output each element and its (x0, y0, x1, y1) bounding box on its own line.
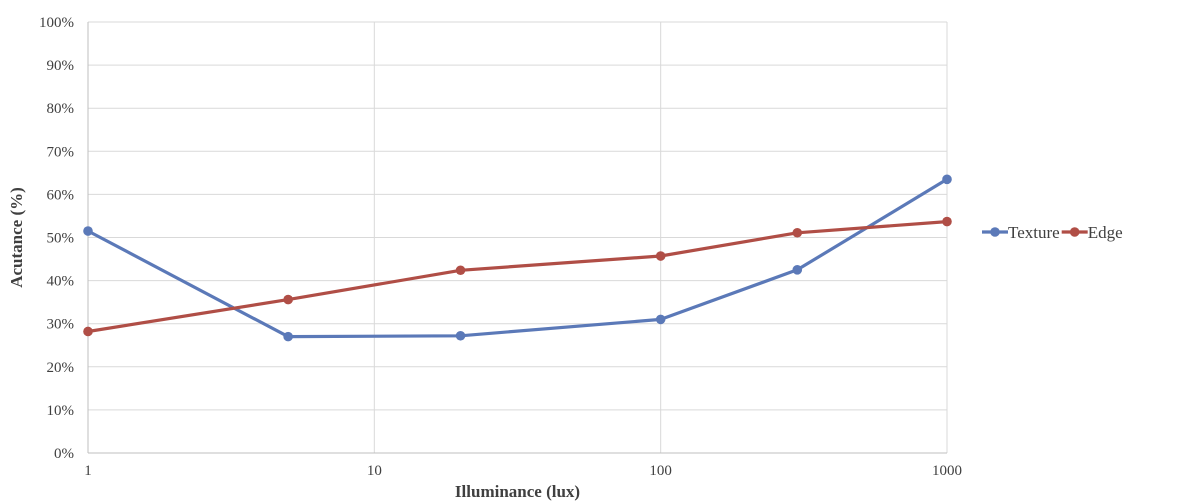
series-group (83, 174, 952, 342)
data-point (83, 326, 93, 337)
legend: Texture Edge (982, 223, 1123, 242)
data-point (455, 265, 466, 276)
y-tick-label: 100% (39, 15, 74, 31)
data-point (655, 251, 666, 261)
y-tick-label: 10% (47, 403, 75, 419)
y-tick-label: 40% (47, 274, 75, 290)
y-tick-label: 70% (47, 144, 75, 160)
y-tick-label: 60% (47, 187, 75, 203)
series-edge (83, 216, 952, 337)
data-point (283, 294, 293, 305)
x-tick-label: 100 (649, 463, 672, 479)
grid (88, 21, 948, 453)
legend-label: Texture (1008, 223, 1060, 242)
data-point (792, 227, 803, 238)
x-tick-label: 1 (84, 463, 92, 479)
series-texture (83, 174, 952, 342)
data-point (792, 265, 803, 275)
y-tick-label: 20% (47, 360, 75, 376)
legend-item-edge: Edge (1061, 223, 1123, 242)
axes: 0% 10% 20% 30% 40% 50% 60% 70% 80% 90% 100% 1 10 100 1… (39, 15, 962, 479)
legend-marker (1069, 227, 1080, 237)
data-point (283, 331, 293, 342)
legend-label: Edge (1088, 223, 1123, 242)
legend-marker (990, 227, 1000, 237)
y-tick-label: 50% (47, 231, 75, 247)
data-point (455, 330, 466, 341)
x-tick-label: 10 (367, 463, 382, 479)
data-point (942, 174, 952, 185)
y-axis-title: Acutance (%) (7, 187, 26, 288)
x-tick-label: 1000 (932, 463, 962, 479)
y-tick-label: 80% (47, 101, 75, 117)
data-point (655, 314, 666, 325)
series-line (87, 220, 948, 334)
data-point (942, 216, 952, 227)
x-axis-title: Illuminance (lux) (455, 482, 580, 501)
y-tick-label: 0% (54, 446, 74, 462)
legend-item-texture: Texture (982, 223, 1060, 242)
series-line (87, 177, 948, 339)
data-point (83, 226, 93, 236)
y-tick-label: 90% (47, 58, 75, 74)
y-tick-label: 30% (47, 317, 75, 333)
